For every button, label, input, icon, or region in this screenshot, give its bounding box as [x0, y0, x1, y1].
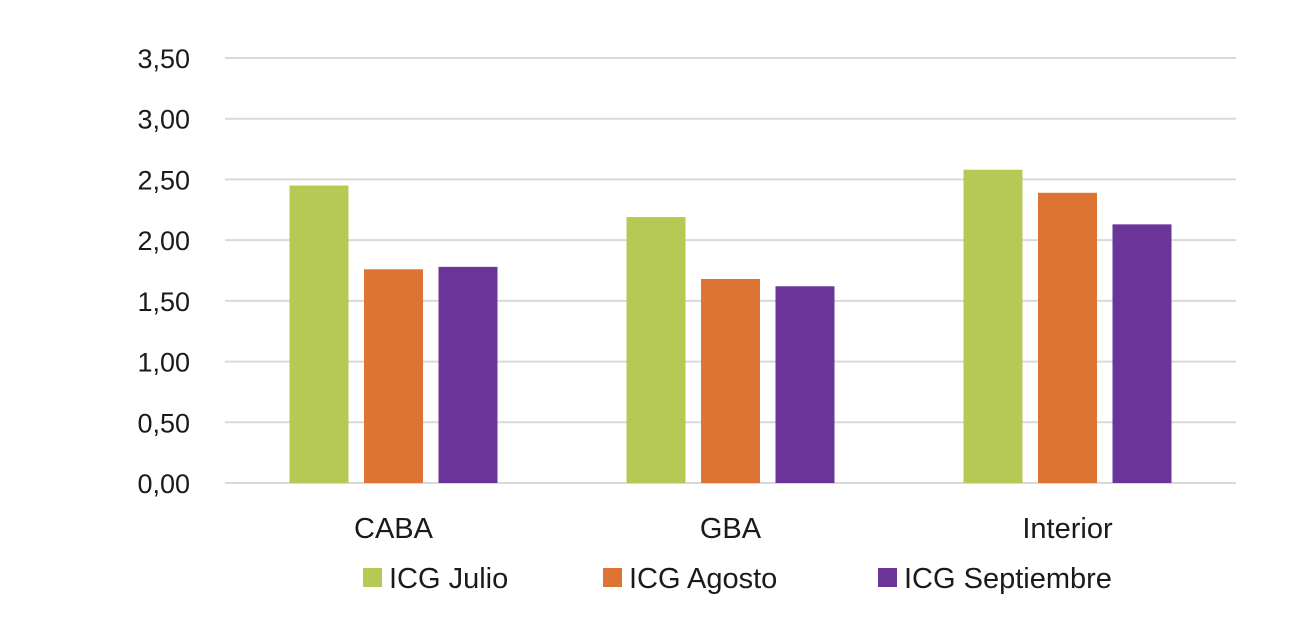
- category-label-gba: GBA: [700, 513, 762, 545]
- bar-gba-1: [626, 217, 686, 484]
- legend-swatch-1: [363, 568, 382, 587]
- bars: [289, 169, 1172, 484]
- y-tick-label-4: 2,00: [137, 226, 190, 256]
- bar-interior-1: [963, 169, 1023, 483]
- y-tick-label-1: 0,50: [137, 408, 190, 438]
- bar-interior-2: [1038, 192, 1097, 484]
- y-tick-label-6: 3,00: [137, 105, 190, 135]
- bar-caba-2: [364, 269, 423, 483]
- y-tick-label-2: 1,00: [137, 348, 190, 378]
- y-axis-ticks: 0,00 0,50 1,00 1,50 2,00 2,50 3,00 3,50: [137, 44, 190, 499]
- bar-gba-3: [775, 286, 835, 483]
- legend-swatch-2: [603, 568, 622, 587]
- bar-interior-3: [1112, 224, 1172, 483]
- legend-label-3: ICG Septiembre: [904, 563, 1112, 595]
- x-axis-categories: CABA GBA Interior: [354, 513, 1113, 545]
- y-tick-label-3: 1,50: [137, 287, 190, 317]
- bar-caba-3: [438, 266, 498, 483]
- legend-swatch-3: [878, 568, 897, 587]
- legend: ICG Julio ICG Agosto ICG Septiembre: [363, 563, 1112, 595]
- legend-label-1: ICG Julio: [389, 563, 508, 595]
- category-label-caba: CABA: [354, 513, 434, 545]
- legend-label-2: ICG Agosto: [629, 563, 777, 595]
- category-label-interior: Interior: [1022, 513, 1113, 545]
- y-tick-label-5: 2,50: [137, 165, 190, 195]
- y-tick-label-7: 3,50: [137, 44, 190, 74]
- bar-caba-1: [289, 185, 349, 483]
- bar-gba-2: [701, 279, 760, 483]
- y-tick-label-0: 0,00: [137, 469, 190, 499]
